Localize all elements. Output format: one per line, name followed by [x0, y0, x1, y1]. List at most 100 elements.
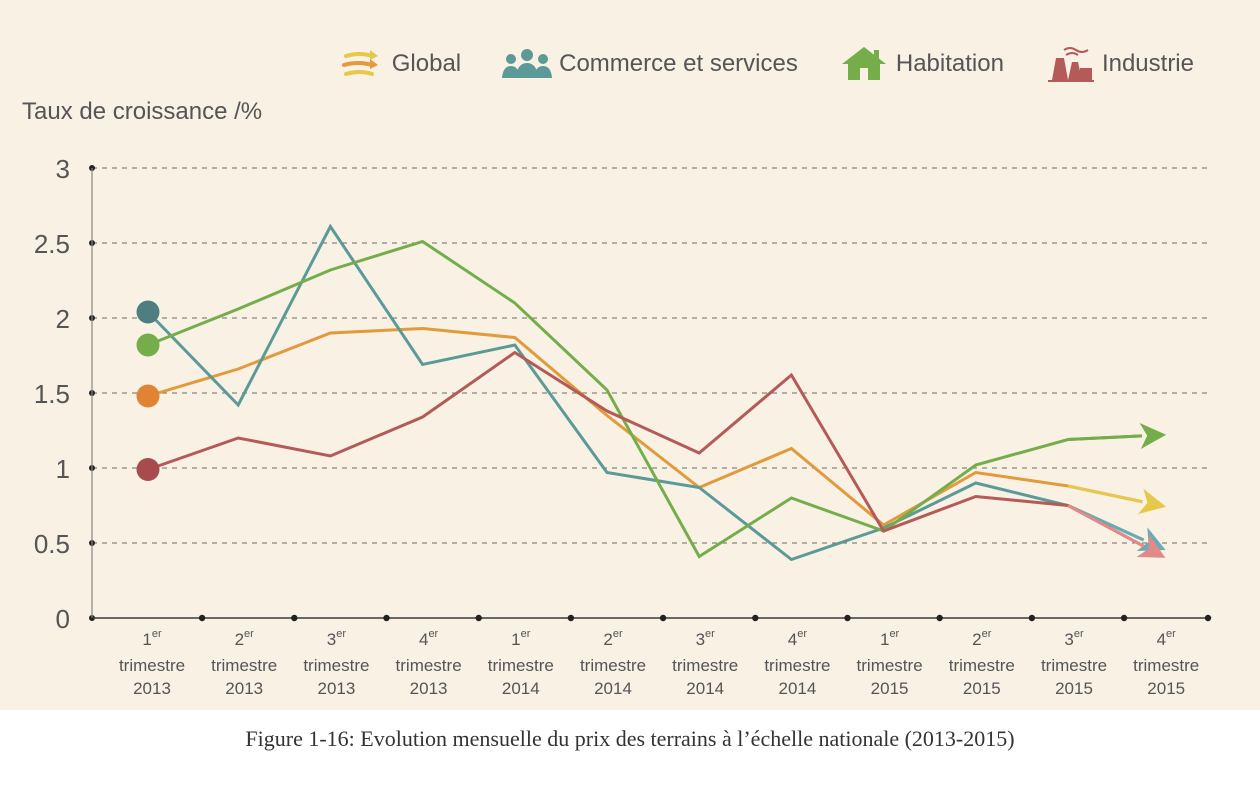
x-tick-year: 2013 — [410, 679, 448, 698]
x-tick-label: 2er trimestre 2015 — [949, 628, 1015, 698]
gridlines — [92, 167, 1208, 544]
series-start-point — [136, 300, 160, 324]
legend-label-industrie: Industrie — [1101, 50, 1194, 77]
x-tick-ordinal: 3er — [1064, 628, 1084, 649]
x-tick-dot — [1204, 614, 1212, 622]
series-start-point — [136, 333, 160, 357]
series-arrow — [1139, 422, 1167, 449]
x-tick-ordinal: 2er — [603, 628, 623, 649]
x-tick-ordinal: 1er — [511, 628, 531, 649]
x-tick-year: 2013 — [225, 679, 263, 698]
x-tick-ordinal: 4er — [419, 628, 439, 649]
x-tick-line2: trimestre — [949, 656, 1015, 675]
chart-figure: 0 0.5 1 1.5 2 2.5 3 1er trimestre 2013 2er trimest… — [0, 0, 1260, 710]
x-tick-ordinal: 1er — [880, 628, 900, 649]
x-tick-label: 3er trimestre 2014 — [672, 628, 738, 698]
x-tick-label: 2er trimestre 2013 — [211, 628, 277, 698]
series-end-segment — [1067, 504, 1145, 548]
x-tick-year: 2014 — [502, 679, 540, 698]
x-tick-ordinal: 2er — [235, 628, 255, 649]
x-tick-line2: trimestre — [488, 656, 554, 675]
x-tick-dot — [659, 614, 667, 622]
series-line — [147, 326, 1143, 527]
x-tick-line2: trimestre — [857, 656, 923, 675]
x-tick-label: 1er trimestre 2014 — [488, 628, 554, 698]
series-line — [147, 350, 1145, 548]
series-end-segment — [1067, 484, 1143, 504]
line-chart: 0 0.5 1 1.5 2 2.5 3 1er trimestre 2013 2er trimest… — [34, 154, 1212, 698]
series-0 — [136, 326, 1167, 527]
x-tick-ordinal: 1er — [142, 628, 162, 649]
house-icon — [841, 47, 886, 80]
x-tick-year: 2015 — [1147, 679, 1185, 698]
legend-item-habitation: Habitation — [836, 44, 1004, 84]
x-tick-dot — [844, 614, 851, 622]
series-start-point — [136, 458, 160, 481]
legend-label-commerce: Commerce et services — [559, 50, 798, 77]
x-tick-line2: trimestre — [764, 656, 830, 675]
x-tick-label: 4er trimestre 2014 — [764, 628, 830, 698]
x-tick-line2: trimestre — [672, 656, 738, 675]
x-tick-dot — [936, 614, 943, 622]
series-line — [147, 239, 1143, 559]
y-tick-label: 0.5 — [34, 529, 70, 559]
people-icon — [502, 49, 553, 78]
x-tick-line2: trimestre — [211, 656, 277, 675]
x-tick-line2: trimestre — [1041, 656, 1107, 675]
series-arrow — [1136, 534, 1166, 558]
x-tick-year: 2015 — [963, 679, 1001, 698]
x-tick-dot — [475, 614, 482, 622]
y-axis-label: Taux de croissance /% — [22, 98, 263, 125]
x-tick-dot — [1120, 614, 1128, 622]
figure-caption: Figure 1-16: Evolution mensuelle du prix… — [245, 726, 1015, 751]
series-3 — [136, 350, 1166, 558]
axes — [91, 168, 1212, 622]
series-arrow — [1137, 488, 1167, 515]
series-lines — [136, 223, 1167, 562]
x-tick-line2: trimestre — [1133, 656, 1199, 675]
x-tick-dot — [291, 614, 298, 622]
x-tick-label: 1er trimestre 2015 — [857, 628, 923, 698]
x-tick-ordinal: 4er — [1157, 628, 1177, 649]
x-tick-dot — [1028, 614, 1036, 622]
series-2 — [136, 239, 1167, 559]
y-tick-label: 2 — [56, 304, 70, 334]
legend-item-industrie: Industrie — [1042, 44, 1194, 84]
x-tick-label: 1er trimestre 2013 — [119, 628, 185, 698]
x-tick-label: 4er trimestre 2015 — [1133, 628, 1199, 698]
x-tick-year: 2013 — [317, 679, 355, 698]
x-tick-ordinal: 3er — [696, 628, 716, 649]
x-tick-line2: trimestre — [580, 656, 646, 675]
legend-item-global: Global — [332, 44, 461, 84]
series-1 — [136, 223, 1166, 562]
x-tick-ordinal: 4er — [788, 628, 808, 649]
x-tick-year: 2015 — [871, 679, 909, 698]
x-tick-label: 3er trimestre 2015 — [1041, 628, 1107, 698]
legend-label-habitation: Habitation — [895, 50, 1004, 77]
x-axis-ticks: 1er trimestre 2013 2er trimestre 2013 3er trime… — [119, 628, 1199, 698]
global-icon — [341, 50, 378, 76]
x-tick-year: 2014 — [778, 679, 816, 698]
x-tick-dot — [567, 614, 575, 622]
x-tick-dot — [752, 614, 759, 622]
series-end-segment — [1067, 434, 1143, 441]
y-tick-label: 1.5 — [34, 379, 70, 409]
series-line — [146, 223, 1145, 562]
x-tick-dot — [383, 614, 390, 622]
x-tick-year: 2014 — [594, 679, 632, 698]
x-tick-ordinal: 3er — [327, 628, 347, 649]
y-tick-label: 2.5 — [34, 229, 70, 259]
legend: Global Commerce et services Habitation — [294, 44, 1194, 84]
x-tick-label: 2er trimestre 2014 — [580, 628, 646, 698]
x-tick-label: 3er trimestre 2013 — [303, 628, 369, 698]
y-tick-label: 1 — [56, 454, 70, 484]
x-tick-label: 4er trimestre 2013 — [396, 628, 462, 698]
x-tick-year: 2014 — [686, 679, 724, 698]
x-tick-dot — [198, 614, 206, 622]
x-tick-line2: trimestre — [119, 656, 185, 675]
x-tick-ordinal: 2er — [972, 628, 992, 649]
legend-item-commerce: Commerce et services — [499, 44, 798, 84]
y-axis-ticks: 0 0.5 1 1.5 2 2.5 3 — [34, 154, 95, 634]
x-tick-line2: trimestre — [303, 656, 369, 675]
series-start-point — [136, 384, 160, 408]
